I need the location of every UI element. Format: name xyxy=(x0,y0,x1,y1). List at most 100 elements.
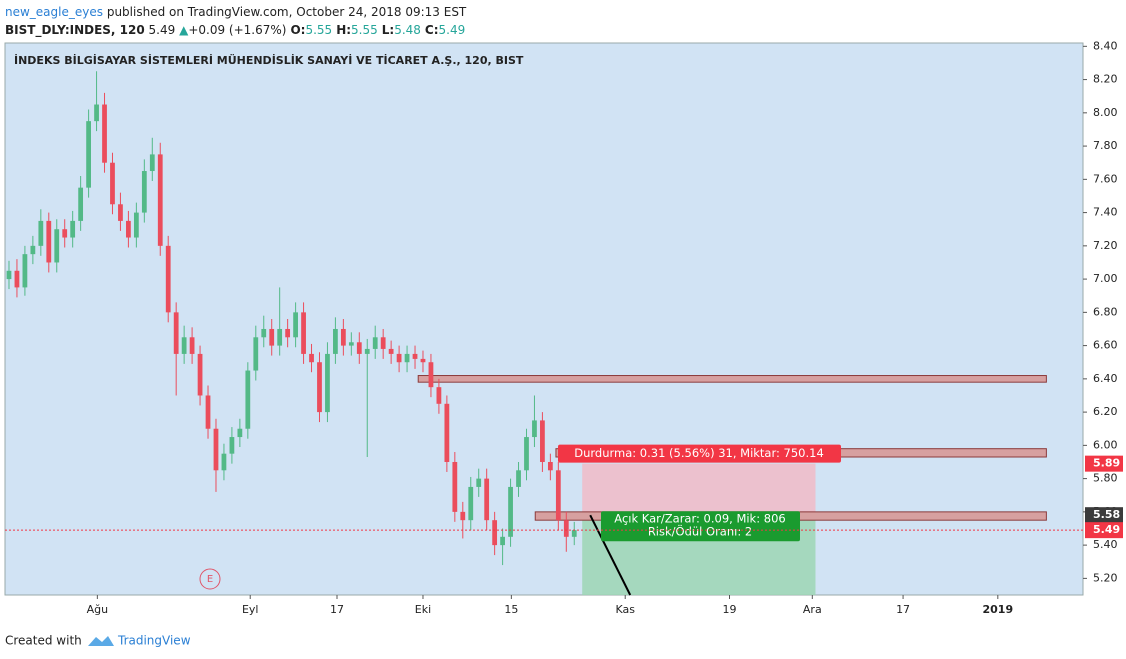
footer-created: Created with xyxy=(5,634,82,648)
candle-body xyxy=(532,420,537,438)
candle-body xyxy=(213,428,219,471)
candle-body xyxy=(269,328,275,346)
ohlc-value: 5.55 xyxy=(351,23,378,37)
candle-body xyxy=(468,486,474,521)
candle-body xyxy=(205,395,211,429)
candle-body xyxy=(126,220,131,238)
y-tick-label: 6.20 xyxy=(1093,405,1118,418)
y-tick-label: 7.40 xyxy=(1093,206,1118,219)
x-tick-label: Kas xyxy=(615,603,635,616)
x-tick-label: Ara xyxy=(803,603,822,616)
pl-label: Açık Kar/Zarar: 0.09, Mik: 806 xyxy=(614,512,785,526)
zone xyxy=(417,375,1047,383)
candle-body xyxy=(500,536,505,546)
y-tick-label: 7.00 xyxy=(1093,272,1118,285)
y-tick-label: 6.40 xyxy=(1093,372,1118,385)
candle-body xyxy=(340,328,346,346)
candle-body xyxy=(62,229,68,238)
y-tick-label: 8.20 xyxy=(1093,73,1118,86)
symbol-line: BIST_DLY:INDES, 120 5.49 ▲+0.09 (+1.67%)… xyxy=(5,23,465,38)
candle-body xyxy=(157,154,163,246)
ohlc-value: 5.55 xyxy=(305,23,332,37)
stop-label-box xyxy=(558,444,841,463)
x-tick-label: Eyl xyxy=(242,603,259,616)
candle-body xyxy=(309,353,314,363)
ohlc-value: 5.49 xyxy=(439,23,466,37)
candle-body xyxy=(348,342,354,346)
arrow: ▲ xyxy=(179,23,189,37)
stop-label: Durdurma: 0.31 (5.56%) 31, Miktar: 750.1… xyxy=(574,446,824,460)
candle-body xyxy=(165,245,171,313)
candle-body xyxy=(372,337,378,349)
candle-body xyxy=(508,486,513,537)
y-tick-label: 6.60 xyxy=(1093,339,1118,352)
x-tick-label: 2019 xyxy=(982,603,1013,616)
candle-body xyxy=(404,353,410,363)
chart-title: İNDEKS BİLGİSAYAR SİSTEMLERİ MÜHENDİSLİK… xyxy=(14,53,524,67)
ratio-label: Risk/Ödül Oranı: 2 xyxy=(648,523,752,539)
candle-body xyxy=(333,328,338,354)
candle-body xyxy=(38,220,44,246)
candle-body xyxy=(261,328,267,338)
candle-body xyxy=(22,254,28,288)
candle-body xyxy=(301,312,306,354)
candle-body xyxy=(428,362,434,388)
y-tick-label: 8.00 xyxy=(1093,106,1118,119)
candle-body xyxy=(436,387,442,404)
y-tick-label: 8.40 xyxy=(1093,39,1118,52)
candle-body xyxy=(253,337,259,371)
candle-body xyxy=(420,358,426,363)
price-tag xyxy=(1085,455,1123,472)
candle-body xyxy=(380,337,386,349)
candle-body xyxy=(317,362,322,413)
stop-area xyxy=(582,463,816,516)
candle-body xyxy=(102,104,107,163)
chart: 5.205.405.605.806.006.206.406.606.807.00… xyxy=(5,39,1123,616)
candle-body xyxy=(516,470,521,487)
ohlc-label: L: xyxy=(382,23,394,37)
candle-body xyxy=(46,220,52,263)
ohlc-label: O: xyxy=(290,23,305,37)
candle-body xyxy=(141,171,147,213)
candle-body xyxy=(412,353,418,359)
candle-body xyxy=(189,337,195,354)
candle-body xyxy=(460,511,466,521)
event-marker-label: E xyxy=(207,574,213,585)
candle-body xyxy=(452,461,458,512)
price-tag-label: 5.58 xyxy=(1093,508,1120,521)
y-tick-label: 7.60 xyxy=(1093,172,1118,185)
candle-body xyxy=(86,121,91,188)
candle-body xyxy=(245,370,251,429)
candle-body xyxy=(484,478,490,521)
ohlc: O:5.55 H:5.55 L:5.48 C:5.49 xyxy=(290,23,465,37)
price-tag-label: 5.49 xyxy=(1093,523,1120,536)
ohlc-label: C: xyxy=(425,23,439,37)
pl-label-box xyxy=(601,511,800,542)
published: published on TradingView.com, October 24… xyxy=(107,5,467,19)
candle-body xyxy=(229,437,235,454)
candle-body xyxy=(364,348,370,354)
footer-brand[interactable]: TradingView xyxy=(117,634,191,648)
logo xyxy=(88,636,114,646)
candle-body xyxy=(133,212,139,238)
candle-body xyxy=(94,104,99,122)
candle-body xyxy=(476,478,482,487)
candle-body xyxy=(571,530,577,537)
event-marker xyxy=(199,568,221,590)
ohlc-value: 5.48 xyxy=(394,23,421,37)
plot-area xyxy=(4,42,1084,596)
price-tag-label: 5.89 xyxy=(1093,457,1120,470)
x-tick-label: Ağu xyxy=(87,603,108,616)
author[interactable]: new_eagle_eyes xyxy=(5,5,103,19)
x-tick-label: 17 xyxy=(330,603,344,616)
candle-body xyxy=(356,342,362,354)
candle-body xyxy=(70,220,76,238)
y-tick-label: 7.20 xyxy=(1093,239,1118,252)
y-tick-label: 5.20 xyxy=(1093,571,1118,584)
candle-body xyxy=(444,403,450,462)
candle-body xyxy=(524,437,529,471)
candle-body xyxy=(555,470,561,521)
candle-body xyxy=(396,353,402,363)
y-tick-label: 6.00 xyxy=(1093,438,1118,451)
